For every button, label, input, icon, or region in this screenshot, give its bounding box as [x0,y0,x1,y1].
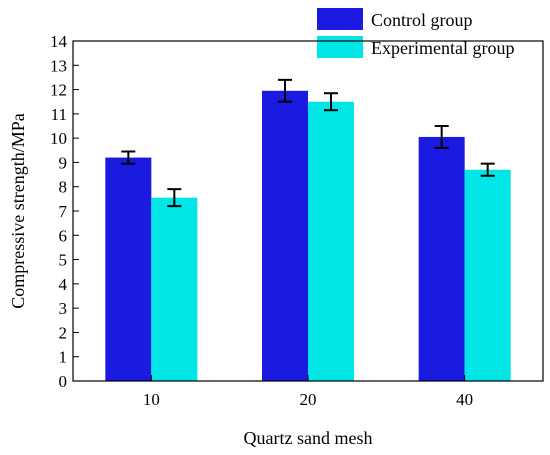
bar-control-group-20 [262,90,308,382]
bar-control-group-10 [105,157,152,381]
legend-swatch [317,8,363,30]
y-tick-label: 13 [50,56,67,75]
x-axis-title: Quartz sand mesh [244,428,373,448]
error-bar [324,92,338,112]
y-tick-label: 14 [50,32,68,51]
legend-label: Experimental group [371,38,514,58]
x-tick-label: 10 [143,390,160,409]
y-tick-label: 1 [59,348,68,367]
y-tick-label: 6 [59,226,68,245]
legend: Control group Experimental group [317,8,514,58]
y-tick-label: 8 [59,178,68,197]
y-tick-label: 3 [59,299,68,318]
y-tick-label: 4 [59,275,68,294]
bar-experimental-group-20 [308,101,354,381]
y-tick-label: 2 [59,323,68,342]
y-axis-title: Compressive strength/MPa [8,113,28,309]
error-bar [480,162,495,177]
y-tick-label: 7 [59,202,68,221]
y-tick-label: 11 [51,105,67,124]
bar-experimental-group-40 [464,169,511,381]
bar-experimental-group-10 [151,197,198,381]
y-tick-label: 5 [59,251,68,270]
y-tick-label: 12 [50,81,67,100]
legend-label: Control group [371,10,473,30]
bars-group [105,78,511,382]
y-tick-label: 0 [59,372,68,391]
x-tick-label: 40 [456,390,473,409]
bar-control-group-40 [418,136,465,381]
legend-swatch [317,36,363,58]
error-bar [278,78,292,103]
error-bar [121,150,136,165]
error-bar [167,188,182,208]
error-bar [434,125,449,149]
x-tick-label: 20 [300,390,317,409]
y-tick-label: 9 [59,153,68,172]
y-tick-label: 10 [50,129,67,148]
